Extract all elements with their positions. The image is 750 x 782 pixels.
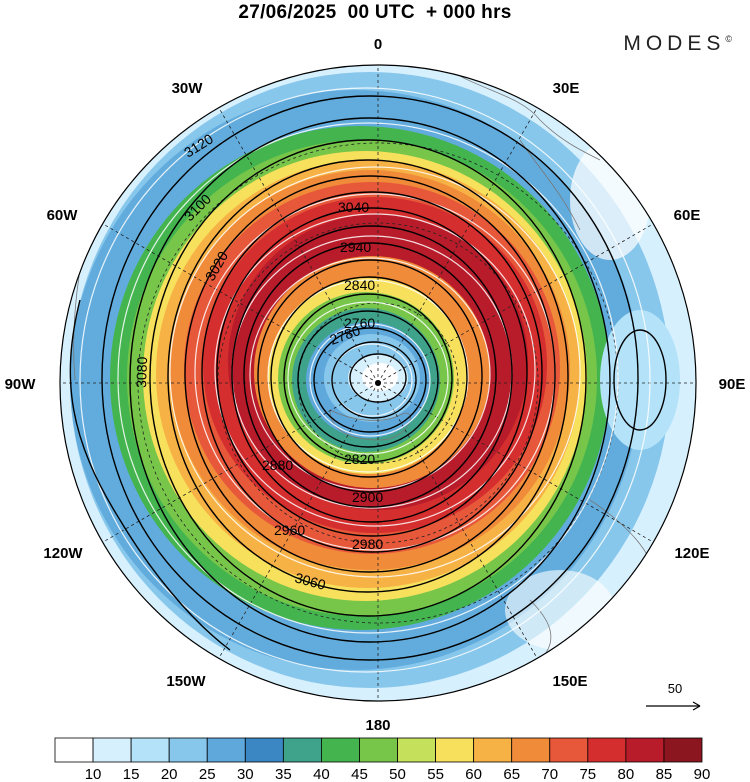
colorbar: 10 15 20 25 30 35 40 45 50 55 60 65 70 75 80 85 90 (54, 737, 711, 782)
vector-reference: 50 (646, 681, 701, 711)
contour-label: 2940 (340, 239, 371, 255)
colorbar-swatch (473, 737, 513, 763)
colorbar-tick-label: 20 (161, 766, 178, 782)
brand-name: MODES (623, 32, 726, 55)
colorbar-swatch (397, 737, 436, 763)
colorbar-tick-label: 35 (275, 766, 292, 782)
lon-label-90e: 90E (719, 376, 746, 393)
colorbar-swatch (587, 737, 627, 763)
colorbar-swatch (54, 737, 94, 763)
lon-label-0: 0 (374, 36, 382, 53)
contour-label: 2760 (344, 315, 375, 331)
colorbar-tick-label: 75 (579, 766, 596, 782)
contour-label: 2840 (344, 277, 375, 293)
colorbar-swatch (92, 737, 132, 763)
colorbar-swatch (359, 737, 398, 763)
colorbar-swatch (168, 737, 208, 763)
lon-label-90w: 90W (5, 376, 37, 393)
lon-label-180: 180 (365, 717, 390, 734)
vector-reference-label: 50 (668, 681, 682, 696)
lon-label-30e: 30E (553, 80, 580, 97)
contour-label: 2880 (262, 457, 293, 473)
colorbar-tick-label: 10 (85, 766, 102, 782)
colorbar-swatch (511, 737, 551, 763)
geopotential-contours (69, 95, 667, 661)
colorbar-swatch (663, 737, 703, 763)
colorbar-swatch (321, 737, 360, 763)
lon-label-60e: 60E (674, 207, 701, 224)
colorbar-tick-label: 85 (656, 766, 673, 782)
south-pole-marker (375, 380, 381, 386)
lon-label-150e: 150E (552, 673, 587, 690)
contour-label: 2960 (274, 522, 305, 538)
contour-label: 2980 (352, 536, 383, 552)
lon-label-120w: 120W (43, 545, 83, 562)
colorbar-tick-label: 60 (465, 766, 482, 782)
colorbar-tick-label: 15 (123, 766, 140, 782)
lon-label-120e: 120E (674, 545, 709, 562)
copyright-mark: © (725, 34, 732, 44)
vector-reference-arrowhead (692, 701, 701, 711)
contour-label: 3060 (293, 569, 327, 593)
longitude-labels: 0 30E 60E 90E 120E 150E 180 150W 120W 90… (5, 36, 746, 734)
colorbar-tick-label: 40 (313, 766, 330, 782)
lon-label-150w: 150W (166, 673, 206, 690)
brand-logo: MODES© (623, 32, 732, 56)
wind-vectors (79, 87, 651, 673)
colorbar-tick-label: 50 (389, 766, 406, 782)
map-border (59, 64, 697, 702)
colorbar-swatch (130, 737, 170, 763)
contour-label: 2900 (352, 489, 383, 505)
colorbar-swatch (244, 737, 284, 763)
lon-label-60w: 60W (47, 207, 79, 224)
contour-label: 3040 (338, 199, 369, 215)
colorbar-tick-label: 65 (503, 766, 520, 782)
colorbar-tick-label: 80 (618, 766, 635, 782)
colorbar-swatch (625, 737, 665, 763)
colorbar-tick-label: 90 (694, 766, 711, 782)
colorbar-swatch (206, 737, 246, 763)
contour-label: 2820 (344, 451, 375, 467)
colorbar-tick-label: 55 (427, 766, 444, 782)
colorbar-tick-label: 45 (351, 766, 368, 782)
contour-label: 3080 (133, 356, 150, 388)
colorbar-swatch (435, 737, 475, 763)
map-title: 27/06/2025 00 UTC + 000 hrs (238, 2, 512, 23)
lon-label-30w: 30W (172, 80, 204, 97)
colorbar-tick-label: 30 (237, 766, 254, 782)
colorbar-tick-label: 25 (199, 766, 216, 782)
colorbar-tick-label: 70 (541, 766, 558, 782)
colorbar-swatch (549, 737, 589, 763)
colorbar-swatch (282, 737, 322, 763)
